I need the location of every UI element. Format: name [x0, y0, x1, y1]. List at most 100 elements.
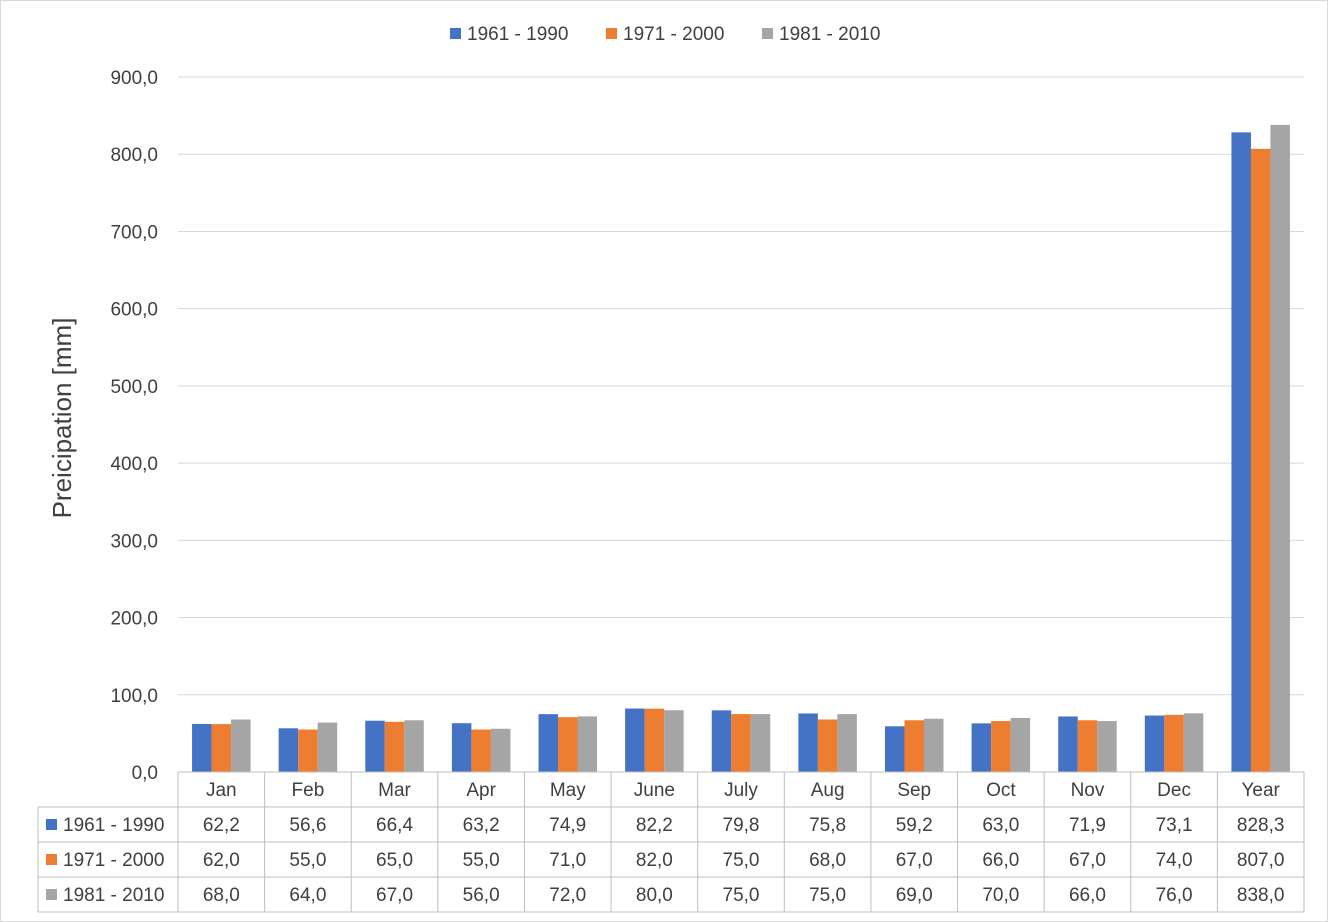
table-value: 55,0: [289, 850, 326, 871]
bar-1971-2000-Oct: [991, 721, 1011, 772]
bar-1971-2000-Dec: [1164, 714, 1184, 772]
table-value: 74,9: [549, 815, 586, 836]
table-value: 82,0: [636, 850, 673, 871]
bar-1981-2010-Feb: [317, 722, 338, 772]
bar-1971-2000-Nov: [1077, 720, 1098, 772]
bar-1981-2010-June: [664, 710, 684, 772]
x-category-label: Dec: [1157, 780, 1191, 801]
bar-1961-1990-Aug: [798, 713, 818, 772]
table-value: 71,9: [1069, 815, 1106, 836]
bar-1981-2010-Mar: [404, 720, 424, 772]
bar-1981-2010-Year: [1270, 124, 1290, 772]
bar-1971-2000-Feb: [298, 729, 318, 772]
table-value: 74,0: [1156, 850, 1193, 871]
x-category-label: Apr: [466, 780, 496, 801]
bar-1961-1990-Year: [1231, 132, 1251, 772]
y-tick-label: 500,0: [110, 377, 158, 398]
bar-1961-1990-May: [538, 714, 559, 772]
y-axis-title: Preicipation [mm]: [47, 318, 77, 519]
bar-1981-2010-Jan: [231, 719, 251, 772]
table-value: 82,2: [636, 815, 673, 836]
bar-1971-2000-Jan: [211, 724, 232, 772]
bar-1971-2000-Sep: [904, 720, 924, 772]
bar-1981-2010-Oct: [1010, 717, 1031, 772]
table-value: 71,0: [549, 850, 586, 871]
x-category-label: July: [724, 780, 758, 801]
table-value: 68,0: [809, 850, 846, 871]
y-tick-label: 900,0: [110, 68, 158, 89]
bar-1961-1990-June: [625, 708, 645, 772]
table-series-name: 1981 - 2010: [63, 885, 164, 906]
bar-1981-2010-Nov: [1097, 721, 1117, 772]
bar-1961-1990-Dec: [1144, 715, 1165, 772]
x-category-label: Year: [1241, 780, 1280, 801]
table-value: 75,0: [723, 885, 760, 906]
bar-1981-2010-Aug: [837, 714, 857, 772]
bar-1971-2000-Aug: [817, 719, 838, 772]
table-value: 67,0: [376, 885, 413, 906]
table-value: 66,0: [982, 850, 1019, 871]
legend-label: 1961 - 1990: [467, 24, 568, 45]
bar-1971-2000-July: [731, 714, 751, 772]
table-value: 79,8: [723, 815, 760, 836]
table-value: 80,0: [636, 885, 673, 906]
table-value: 66,4: [376, 815, 413, 836]
table-legend-key: [46, 889, 57, 900]
bar-1981-2010-Apr: [490, 728, 511, 772]
table-value: 56,0: [463, 885, 500, 906]
bar-1961-1990-Sep: [884, 726, 905, 772]
y-tick-label: 600,0: [110, 300, 158, 321]
bar-1971-2000-Year: [1250, 148, 1271, 773]
bar-1981-2010-Dec: [1183, 713, 1204, 772]
table-value: 62,2: [203, 815, 240, 836]
table-value: 65,0: [376, 850, 413, 871]
x-category-label: Jan: [206, 780, 237, 801]
table-legend-key: [46, 854, 57, 865]
table-value: 63,0: [982, 815, 1019, 836]
table-value: 64,0: [289, 885, 326, 906]
y-tick-label: 400,0: [110, 454, 158, 475]
x-category-label: Feb: [292, 780, 325, 801]
legend-label: 1971 - 2000: [623, 24, 724, 45]
y-tick-label: 700,0: [110, 222, 158, 243]
table-value: 67,0: [1069, 850, 1106, 871]
bar-1961-1990-Jan: [192, 723, 212, 772]
bar-1981-2010-Sep: [923, 718, 944, 772]
bar-1961-1990-Mar: [365, 720, 385, 772]
x-category-label: Nov: [1071, 780, 1105, 801]
bar-1961-1990-Oct: [971, 723, 992, 772]
table-value: 55,0: [463, 850, 500, 871]
table-value: 59,2: [896, 815, 933, 836]
table-value: 66,0: [1069, 885, 1106, 906]
table-value: 807,0: [1237, 850, 1285, 871]
table-value: 76,0: [1156, 885, 1193, 906]
x-category-label: June: [634, 780, 675, 801]
table-value: 75,0: [723, 850, 760, 871]
bar-1971-2000-Mar: [384, 721, 405, 772]
table-series-name: 1961 - 1990: [63, 815, 164, 836]
bar-1961-1990-Nov: [1058, 716, 1078, 772]
y-tick-label: 0,0: [132, 763, 158, 784]
y-tick-label: 300,0: [110, 531, 158, 552]
bar-1971-2000-June: [644, 708, 665, 772]
x-category-label: Mar: [378, 780, 411, 801]
table-value: 69,0: [896, 885, 933, 906]
legend-label: 1981 - 2010: [779, 24, 880, 45]
legend-swatch: [450, 28, 461, 39]
bar-1961-1990-Feb: [278, 728, 299, 772]
table-value: 75,8: [809, 815, 846, 836]
y-tick-label: 100,0: [110, 686, 158, 707]
table-value: 68,0: [203, 885, 240, 906]
table-value: 75,0: [809, 885, 846, 906]
table-legend-key: [46, 819, 57, 830]
bar-1981-2010-July: [750, 714, 771, 772]
table-series-name: 1971 - 2000: [63, 850, 164, 871]
x-category-label: Sep: [897, 780, 931, 801]
x-category-label: Aug: [811, 780, 845, 801]
table-value: 56,6: [289, 815, 326, 836]
legend-swatch: [606, 28, 617, 39]
table-value: 70,0: [982, 885, 1019, 906]
bar-1981-2010-May: [577, 716, 598, 772]
bar-1971-2000-May: [558, 717, 578, 772]
x-category-label: May: [550, 780, 586, 801]
